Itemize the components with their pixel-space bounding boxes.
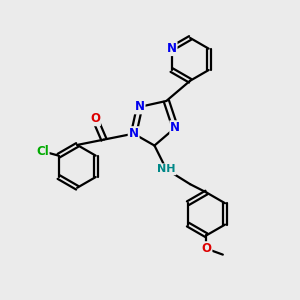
- Text: N: N: [129, 127, 139, 140]
- Text: N: N: [170, 121, 180, 134]
- Text: O: O: [90, 112, 100, 125]
- Text: NH: NH: [157, 164, 176, 174]
- Text: Cl: Cl: [36, 145, 49, 158]
- Text: N: N: [135, 100, 145, 113]
- Text: N: N: [167, 42, 177, 55]
- Text: O: O: [202, 242, 212, 255]
